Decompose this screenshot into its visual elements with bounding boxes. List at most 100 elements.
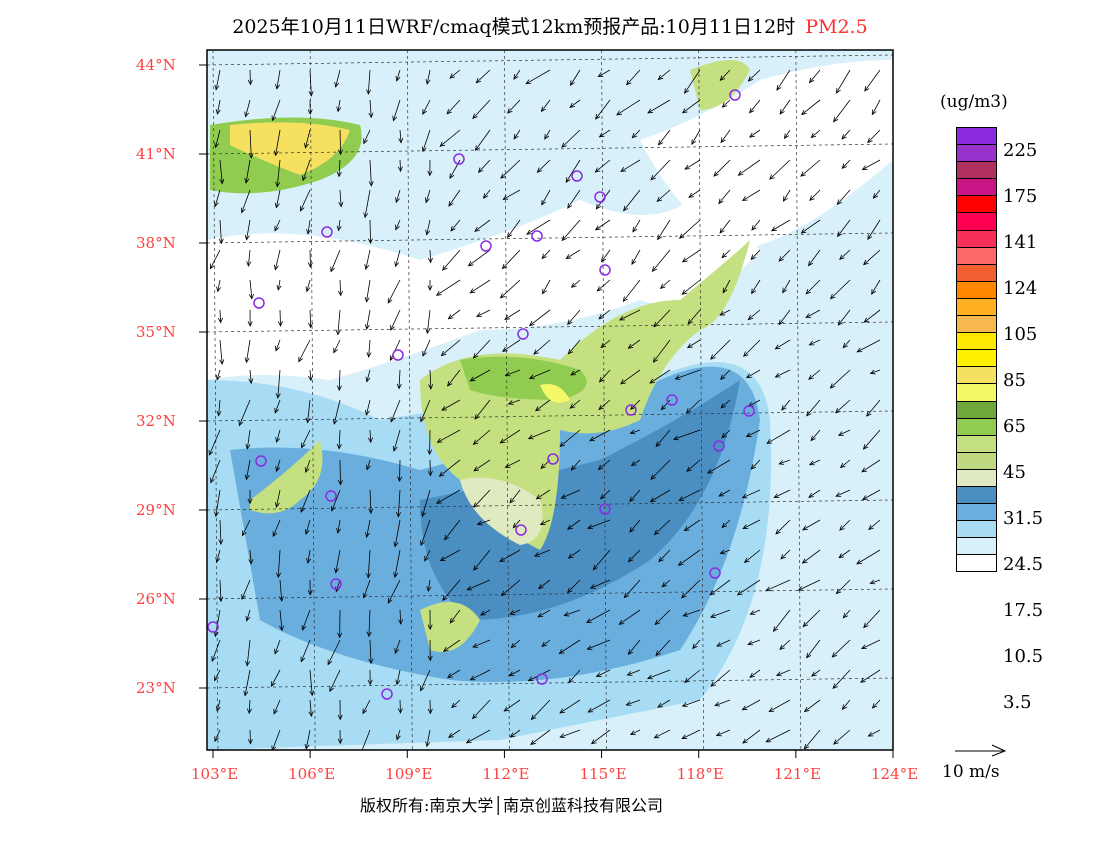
wind-arrow: [779, 639, 791, 650]
wind-arrow: [539, 519, 551, 525]
wind-arrow: [275, 369, 281, 399]
field-sw-green: [250, 440, 323, 514]
station-marker: [517, 328, 529, 340]
wind-arrow: [276, 279, 282, 291]
wind-arrow: [871, 99, 881, 116]
color-bar-label: 141: [1003, 232, 1038, 253]
wind-arrow: [480, 609, 491, 616]
wind-arrow: [528, 309, 551, 327]
wind-arrow: [439, 549, 461, 562]
wind-arrow: [743, 339, 761, 357]
wind-arrow: [309, 669, 315, 697]
color-bar-label: 124: [1003, 278, 1038, 299]
wind-arrow: [864, 69, 881, 92]
color-bar-swatch: [957, 162, 996, 180]
field-s-green: [420, 602, 480, 652]
wind-arrow: [808, 339, 821, 346]
wind-arrow: [837, 429, 851, 436]
color-bar-label: 10.5: [1003, 646, 1044, 667]
wind-arrow: [397, 459, 403, 483]
wind-arrow: [366, 549, 371, 579]
wind-arrow: [306, 549, 312, 564]
wind-arrow: [275, 459, 281, 473]
wind-arrow: [273, 129, 281, 157]
wind-arrow: [625, 69, 641, 86]
wind-arrow: [596, 279, 611, 292]
station-marker: [480, 240, 492, 252]
wind-arrow: [364, 279, 371, 303]
wind-arrow: [447, 669, 461, 678]
white-ne: [640, 60, 893, 250]
wind-arrow: [868, 519, 881, 531]
wind-arrow: [442, 249, 461, 271]
wind-arrow: [627, 549, 641, 563]
wind-arrow: [558, 639, 581, 654]
wind-arrow: [398, 609, 404, 625]
station-marker: [599, 264, 611, 276]
wind-arrow: [216, 279, 222, 293]
lon-label: 121°E: [773, 765, 821, 783]
wind-arrow: [649, 369, 671, 384]
wind-arrow: [274, 489, 281, 508]
field-19: [460, 477, 543, 545]
wind-arrow: [616, 99, 641, 116]
wind-arrow: [213, 609, 221, 638]
lon-label: 109°E: [385, 765, 433, 783]
color-bar-swatch: [957, 316, 996, 334]
wind-arrow: [630, 459, 641, 466]
wind-arrow: [420, 519, 431, 547]
wind-arrow: [620, 159, 641, 172]
wind-arrow: [863, 609, 881, 629]
wind-arrow: [810, 129, 821, 139]
wind-arrow: [367, 429, 373, 444]
wind-arrow: [427, 429, 433, 456]
wind-arrow: [598, 369, 611, 383]
wind-arrow: [395, 219, 401, 231]
wind-arrow: [270, 669, 281, 687]
wind-arrow: [244, 219, 251, 241]
wind-arrow: [839, 459, 851, 469]
color-bar-label: 65: [1003, 416, 1026, 437]
wind-arrow: [425, 309, 431, 335]
wind-arrow: [304, 129, 311, 149]
wind-arrow: [541, 189, 551, 206]
wind-arrow: [867, 219, 881, 241]
station-marker: [253, 297, 265, 309]
wind-arrow: [719, 69, 731, 82]
color-bar-swatch: [957, 333, 996, 351]
wind-arrow: [421, 489, 431, 518]
wind-arrow: [770, 219, 791, 232]
wind-arrow: [332, 399, 341, 425]
wind-arrow: [650, 459, 671, 480]
wind-arrow: [869, 579, 881, 585]
wind-arrow: [780, 549, 791, 560]
wind-arrow: [803, 699, 821, 713]
wind-arrow: [745, 429, 761, 438]
wind-arrow: [559, 729, 581, 739]
wind-arrow: [362, 699, 371, 715]
wind-arrow: [504, 309, 521, 320]
wind-arrow: [366, 339, 372, 358]
wind-arrow: [709, 579, 731, 596]
wind-arrow: [247, 309, 253, 327]
color-bar-label: 24.5: [1003, 554, 1044, 575]
field-17: [420, 380, 740, 620]
color-bar-swatch: [957, 504, 996, 522]
wind-arrow: [721, 249, 731, 259]
wind-arrow: [692, 639, 701, 650]
wind-arrow: [841, 699, 851, 710]
wind-arrow: [218, 579, 224, 603]
wind-arrow: [775, 669, 791, 677]
color-bar-swatch: [957, 350, 996, 368]
wind-arrow: [246, 249, 252, 267]
wind-arrow: [308, 699, 314, 717]
wind-arrow: [766, 429, 791, 444]
wind-arrow: [240, 189, 251, 214]
latitude-gridline: [207, 588, 893, 600]
latitude-gridline: [207, 499, 893, 511]
wind-arrow: [337, 699, 343, 721]
station-marker: [381, 688, 393, 700]
wind-arrow: [863, 309, 881, 323]
wind-arrow: [366, 69, 372, 95]
